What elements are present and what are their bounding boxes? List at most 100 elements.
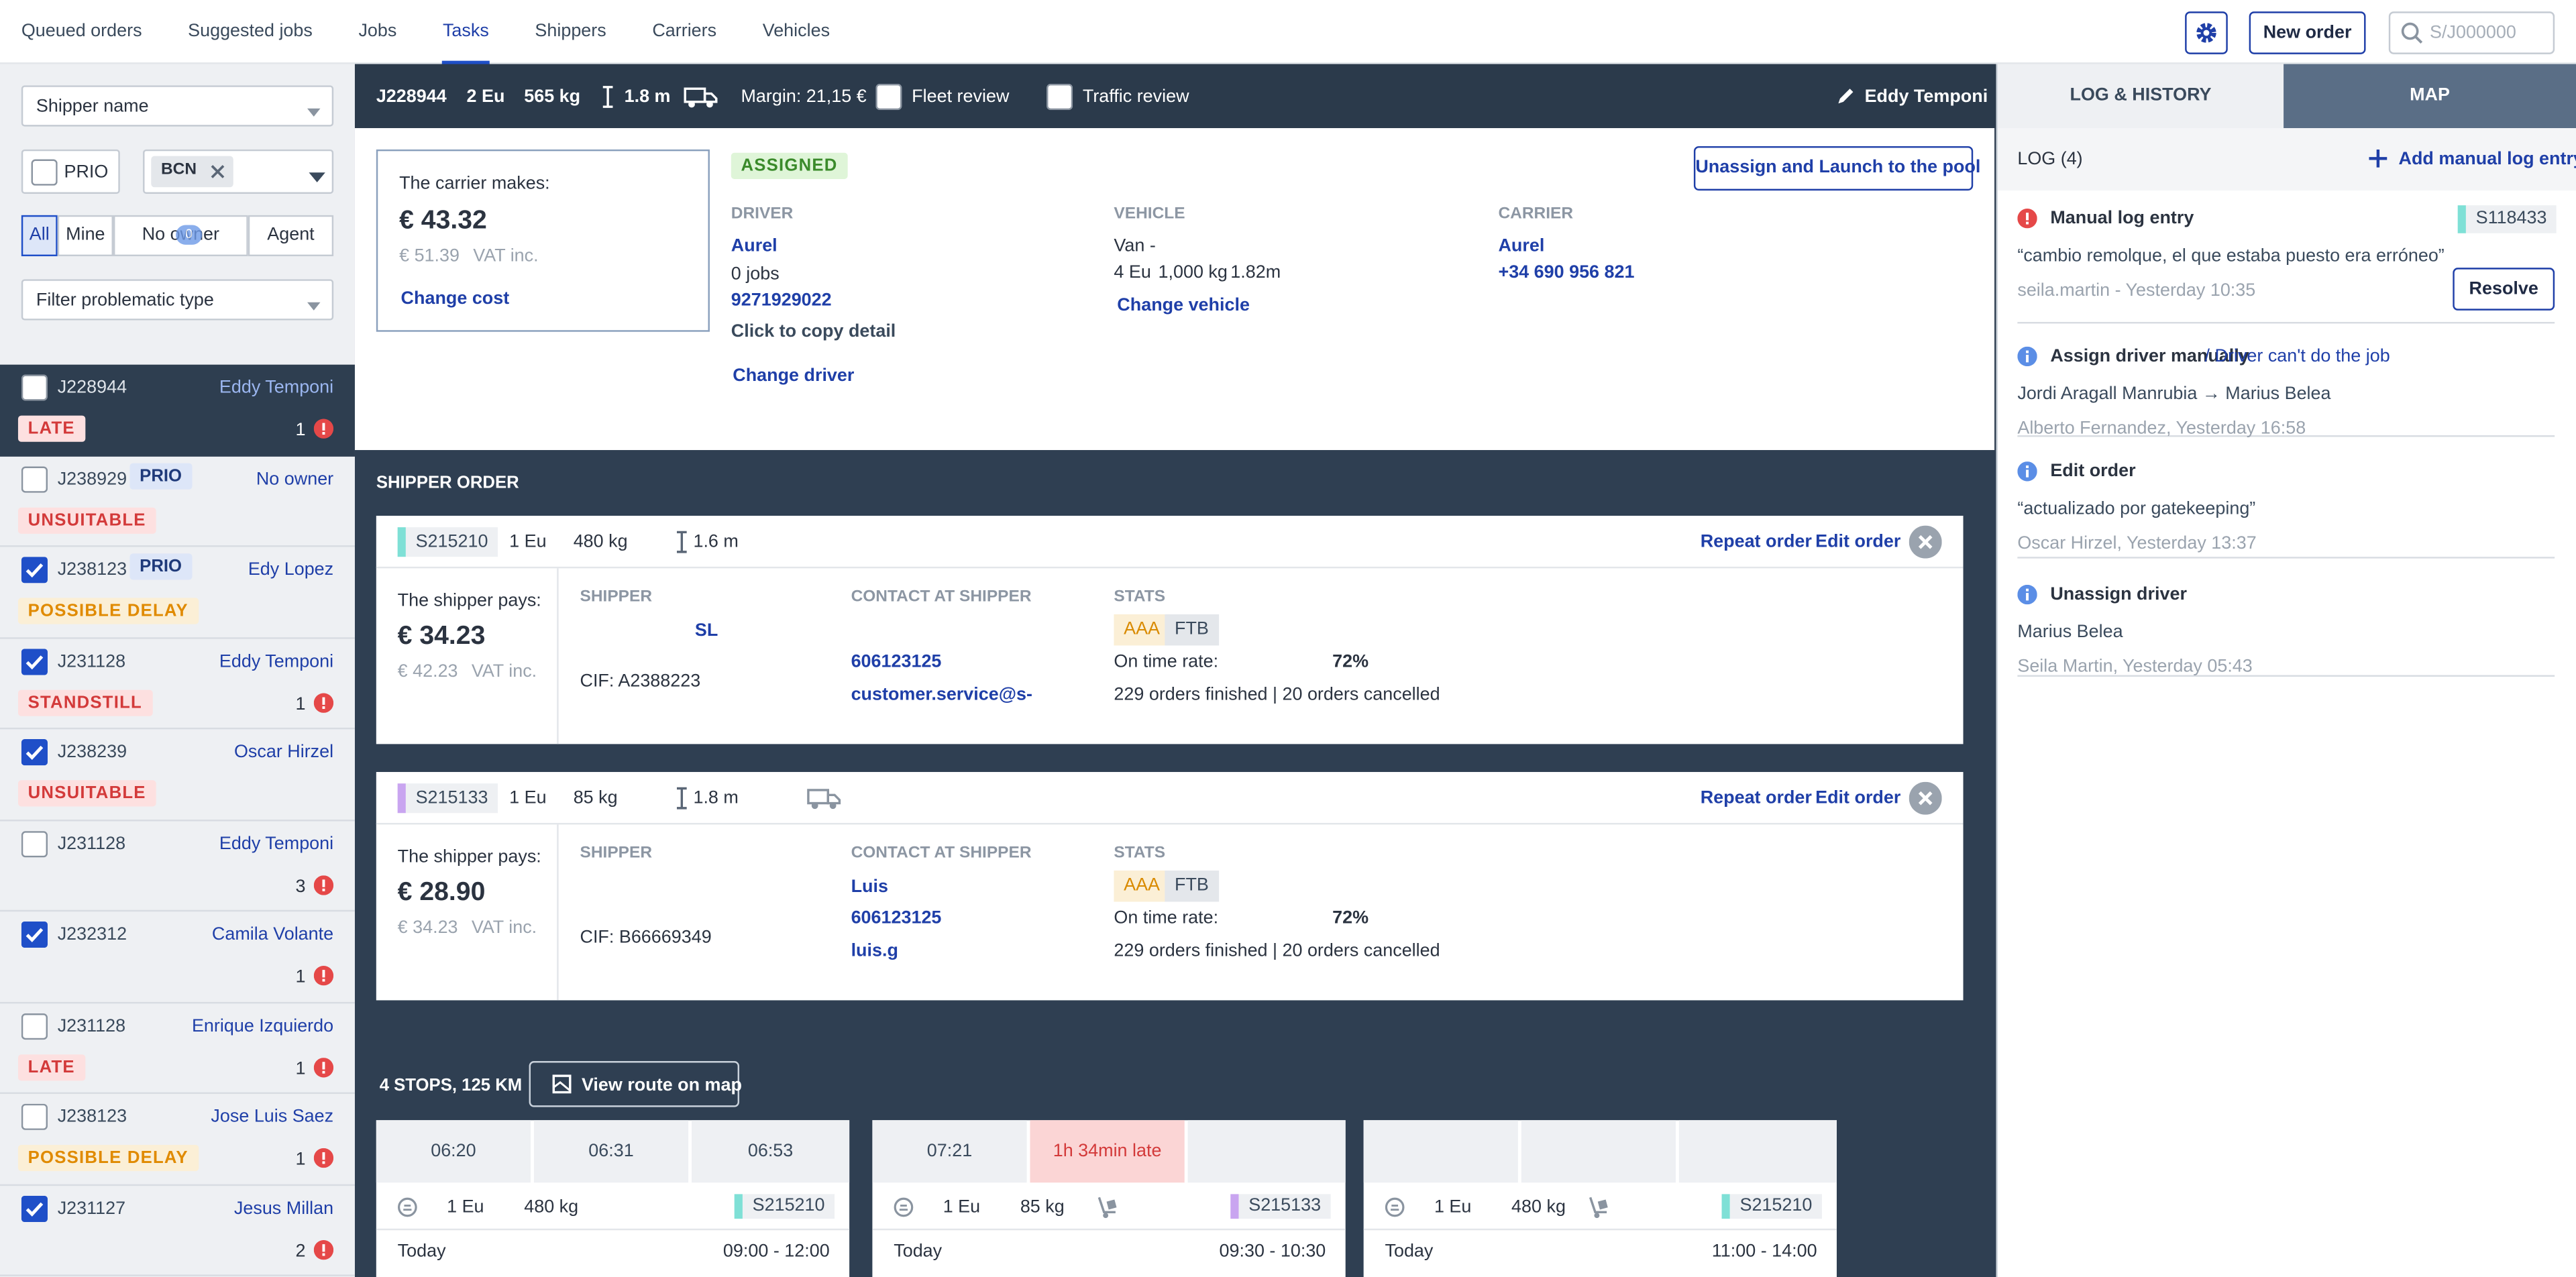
task-checkbox[interactable] bbox=[21, 1012, 48, 1044]
search-box[interactable]: S/J000000 bbox=[2388, 11, 2555, 54]
task-row[interactable]: J238239 Oscar Hirzel UNSUITABLE bbox=[0, 729, 355, 821]
task-row[interactable]: J238123 PRIO Edy Lopez POSSIBLE DELAY bbox=[0, 547, 355, 638]
stop-color bbox=[734, 1194, 743, 1219]
task-id: J238239 bbox=[57, 742, 127, 763]
owner-badge: 0 bbox=[176, 225, 203, 245]
nav-tab[interactable]: Jobs bbox=[358, 21, 397, 42]
icon-part bbox=[2026, 221, 2029, 225]
add-log-entry[interactable]: Add manual log entry bbox=[2398, 149, 2576, 170]
task-checkbox[interactable] bbox=[21, 1195, 48, 1227]
unassign-button[interactable]: Unassign and Launch to the pool bbox=[1693, 146, 1980, 191]
log-tab[interactable]: MAP bbox=[2284, 64, 2576, 129]
task-checkbox[interactable] bbox=[21, 921, 48, 953]
task-checkbox[interactable] bbox=[21, 739, 48, 771]
task-row[interactable]: J231128 Eddy Temponi STANDSTILL 1 bbox=[0, 638, 355, 730]
traffic-review-checkbox[interactable] bbox=[1046, 83, 1073, 115]
contact-phone[interactable]: 606123125 bbox=[851, 908, 942, 928]
nav-tab[interactable]: Shippers bbox=[535, 21, 606, 42]
resolve-button[interactable]: Resolve bbox=[2453, 268, 2555, 311]
settings-button[interactable] bbox=[2185, 11, 2228, 54]
owner-filter[interactable]: Agent bbox=[248, 215, 334, 257]
truck-icon bbox=[806, 787, 843, 815]
task-row[interactable]: J238123 Jose Luis Saez POSSIBLE DELAY 1 bbox=[0, 1094, 355, 1185]
location-text: BCN bbox=[161, 161, 197, 179]
copy-detail[interactable]: Click to copy detail bbox=[731, 322, 896, 342]
nav-tab[interactable]: Tasks bbox=[442, 0, 489, 64]
stat-tag: FTB bbox=[1165, 870, 1219, 902]
repeat-order[interactable]: Repeat order bbox=[1700, 532, 1812, 552]
icon-part bbox=[688, 101, 695, 108]
carrier-name[interactable]: Aurel bbox=[1498, 236, 1545, 257]
remove-order[interactable] bbox=[1909, 781, 1942, 820]
alert-count: 1 bbox=[295, 1150, 306, 1170]
job-weight: 565 kg bbox=[524, 87, 581, 107]
driver-phone[interactable]: 9271929022 bbox=[731, 290, 832, 311]
task-row[interactable]: J228944 Eddy Temponi LATE 1 bbox=[0, 364, 355, 456]
repeat-order[interactable]: Repeat order bbox=[1700, 788, 1812, 808]
owner-filter[interactable]: All bbox=[21, 215, 58, 257]
prio-filter[interactable]: PRIO bbox=[21, 149, 120, 194]
remove-chip[interactable] bbox=[210, 164, 225, 184]
location-select[interactable]: BCN bbox=[143, 149, 334, 194]
status-chip: STANDSTILL bbox=[17, 689, 152, 716]
task-row[interactable]: J232312 Camila Volante 1 bbox=[0, 911, 355, 1003]
task-owner: Eddy Temponi bbox=[219, 833, 334, 854]
log-entry-meta: Alberto Fernandez, Yesterday 16:58 bbox=[2017, 419, 2306, 439]
edit-owner-icon[interactable] bbox=[1837, 87, 1855, 110]
remove-order[interactable] bbox=[1909, 525, 1942, 563]
task-owner: Camila Volante bbox=[211, 924, 334, 945]
contact-email[interactable]: luis.g bbox=[851, 941, 898, 961]
task-checkbox[interactable] bbox=[21, 557, 48, 588]
task-owner: Eddy Temponi bbox=[219, 651, 334, 671]
icon-part bbox=[211, 165, 225, 178]
task-row[interactable]: J238929 PRIO No owner UNSUITABLE bbox=[0, 456, 355, 547]
icon-part bbox=[21, 557, 48, 584]
task-checkbox[interactable] bbox=[21, 830, 48, 862]
view-route-button[interactable]: View route on map bbox=[529, 1061, 742, 1107]
icon-part bbox=[313, 966, 334, 986]
shipper-name-select[interactable]: Shipper name bbox=[21, 85, 334, 127]
contact-name[interactable]: Luis bbox=[851, 877, 888, 897]
alert-count: 2 bbox=[295, 1241, 306, 1261]
new-order-button[interactable]: New order bbox=[2249, 11, 2366, 54]
carrier-price: € 43.32 bbox=[399, 207, 487, 235]
task-checkbox[interactable] bbox=[21, 465, 48, 497]
change-vehicle[interactable]: Change vehicle bbox=[1117, 295, 1250, 316]
nav-tab[interactable]: Vehicles bbox=[762, 21, 830, 42]
change-driver[interactable]: Change driver bbox=[733, 366, 855, 386]
shipper-name[interactable]: SL bbox=[694, 620, 718, 641]
log-entry-meta: Seila Martin, Yesterday 05:43 bbox=[2017, 657, 2253, 677]
change-cost[interactable]: Change cost bbox=[400, 289, 510, 309]
edit-order[interactable]: Edit order bbox=[1815, 532, 1901, 552]
task-row[interactable]: J231128 Eddy Temponi 3 bbox=[0, 820, 355, 912]
log-entry-text: “actualizado por gatekeeping” bbox=[2017, 499, 2256, 519]
job-owner[interactable]: Eddy Temponi bbox=[1864, 87, 1988, 107]
icon-part bbox=[1838, 89, 1854, 104]
nav-tab[interactable]: Queued orders bbox=[21, 21, 142, 42]
icon-part bbox=[25, 745, 44, 761]
task-checkbox[interactable] bbox=[21, 374, 48, 406]
nav-tab[interactable]: Carriers bbox=[652, 21, 717, 42]
icon-part bbox=[1103, 1213, 1109, 1219]
nav-tab[interactable]: Suggested jobs bbox=[188, 21, 313, 42]
icon-part bbox=[309, 172, 325, 182]
icon-part bbox=[1909, 525, 1942, 559]
card-divider bbox=[557, 568, 559, 744]
task-checkbox[interactable] bbox=[21, 1103, 48, 1135]
task-row[interactable]: J231128 Enrique Izquierdo LATE 1 bbox=[0, 1003, 355, 1095]
contact-email[interactable]: customer.service@s- bbox=[851, 685, 1032, 705]
driver-name[interactable]: Aurel bbox=[731, 236, 777, 257]
icon-part bbox=[21, 374, 48, 401]
task-checkbox[interactable] bbox=[21, 648, 48, 679]
log-tab[interactable]: LOG & HISTORY bbox=[1997, 64, 2284, 129]
problem-filter-select[interactable]: Filter problematic type bbox=[21, 279, 334, 321]
fleet-review-checkbox[interactable] bbox=[875, 83, 902, 115]
order-card: S215210 1 Eu 480 kg 1.6 m Repeat order Edit o… bbox=[376, 515, 1964, 744]
task-row[interactable]: J231127 Jesus Millan 2 bbox=[0, 1185, 355, 1276]
driver-jobs: 0 jobs bbox=[731, 264, 780, 284]
edit-order[interactable]: Edit order bbox=[1815, 788, 1901, 808]
carrier-phone[interactable]: +34 690 956 821 bbox=[1498, 262, 1635, 283]
icon-part bbox=[313, 875, 334, 895]
contact-phone[interactable]: 606123125 bbox=[851, 652, 942, 672]
owner-filter[interactable]: Mine bbox=[57, 215, 113, 257]
